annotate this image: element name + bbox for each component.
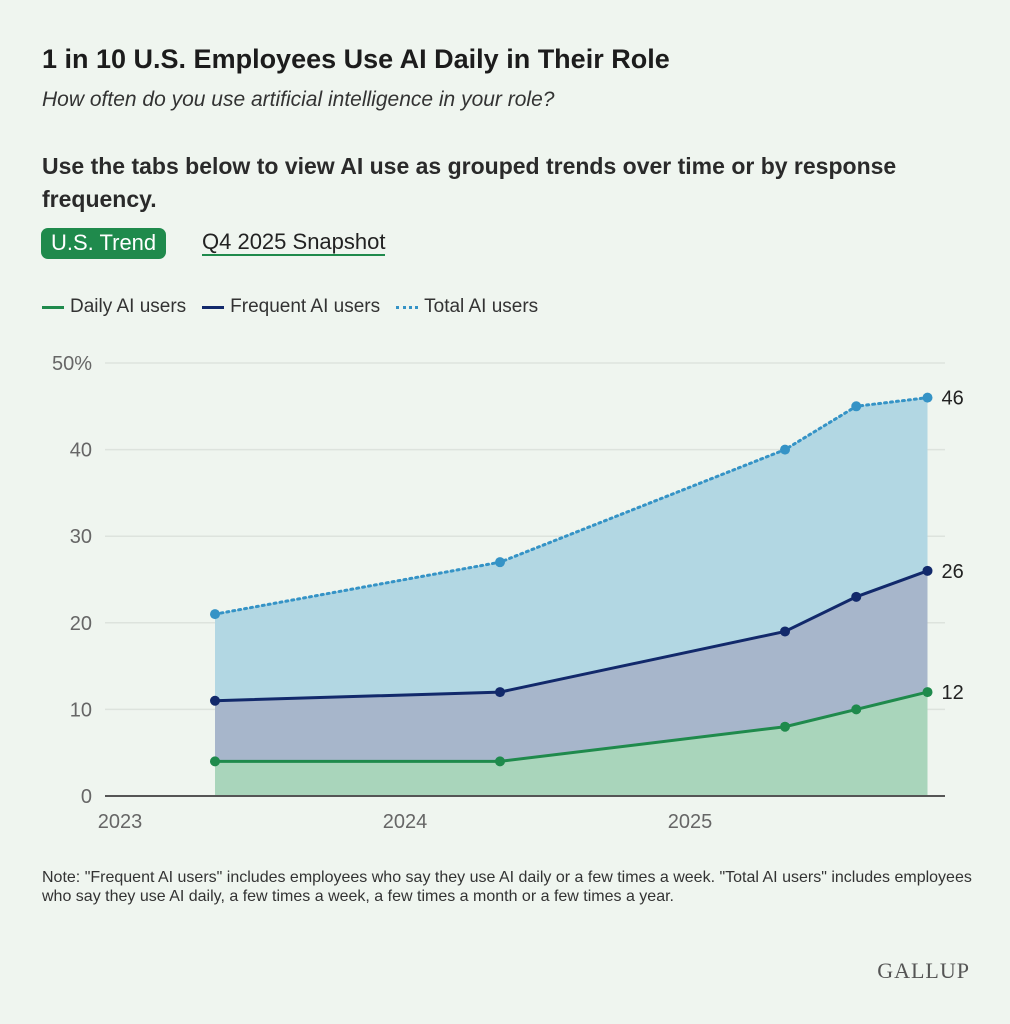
point-total-ai-users xyxy=(495,557,505,568)
y-tick-label: 20 xyxy=(70,613,92,635)
legend-item-daily: Daily AI users xyxy=(42,296,186,318)
tab-us-trend[interactable]: U.S. Trend xyxy=(41,228,167,259)
x-tick-label: 2025 xyxy=(668,811,713,833)
y-tick-label: 10 xyxy=(70,699,92,721)
legend-item-frequent: Frequent AI users xyxy=(202,296,380,318)
point-total-ai-users xyxy=(210,609,220,620)
end-label-total-ai-users: 46 xyxy=(942,388,964,410)
legend-label: Total AI users xyxy=(424,296,539,317)
point-daily-ai-users xyxy=(210,756,220,767)
x-tick-label: 2024 xyxy=(383,811,428,833)
legend: Daily AI users Frequent AI users Total A… xyxy=(42,296,538,318)
point-frequent-ai-users xyxy=(495,687,505,698)
gallup-logo: GALLUP xyxy=(877,958,970,983)
point-daily-ai-users xyxy=(780,721,790,732)
tab-q4-2025-snapshot[interactable]: Q4 2025 Snapshot xyxy=(202,229,386,256)
area-daily-ai-users xyxy=(215,692,928,796)
y-tick-label: 50% xyxy=(52,353,92,375)
point-daily-ai-users xyxy=(851,704,862,715)
chart-area: 0 10 20 30 40 50% 2023 2024 2025 12 26 46 xyxy=(52,353,964,833)
y-tick-label: 40 xyxy=(70,440,92,462)
legend-swatch xyxy=(202,305,225,309)
x-tick-label: 2023 xyxy=(98,811,143,833)
instructions: Use the tabs below to view AI use as gro… xyxy=(42,153,897,212)
chart-title: 1 in 10 U.S. Employees Use AI Daily in T… xyxy=(42,44,670,74)
end-label-frequent-ai-users: 26 xyxy=(942,561,964,583)
y-tick-label: 0 xyxy=(81,786,92,808)
point-total-ai-users xyxy=(780,444,790,455)
y-tick-label: 30 xyxy=(70,526,92,548)
chart-subtitle: How often do you use artificial intellig… xyxy=(42,88,555,111)
end-label-daily-ai-users: 12 xyxy=(942,682,964,704)
point-total-ai-users xyxy=(922,392,933,403)
point-total-ai-users xyxy=(851,401,862,412)
point-frequent-ai-users xyxy=(780,626,790,637)
legend-label: Frequent AI users xyxy=(230,296,381,317)
legend-item-total: Total AI users xyxy=(396,296,538,318)
point-frequent-ai-users xyxy=(210,695,220,706)
point-daily-ai-users xyxy=(495,756,505,767)
point-daily-ai-users xyxy=(922,687,933,698)
chart-note: Note: "Frequent AI users" includes emplo… xyxy=(42,869,972,905)
legend-swatch xyxy=(396,305,419,309)
point-frequent-ai-users xyxy=(851,591,862,602)
legend-swatch xyxy=(42,305,64,309)
legend-label: Daily AI users xyxy=(70,296,187,317)
point-frequent-ai-users xyxy=(922,565,933,576)
